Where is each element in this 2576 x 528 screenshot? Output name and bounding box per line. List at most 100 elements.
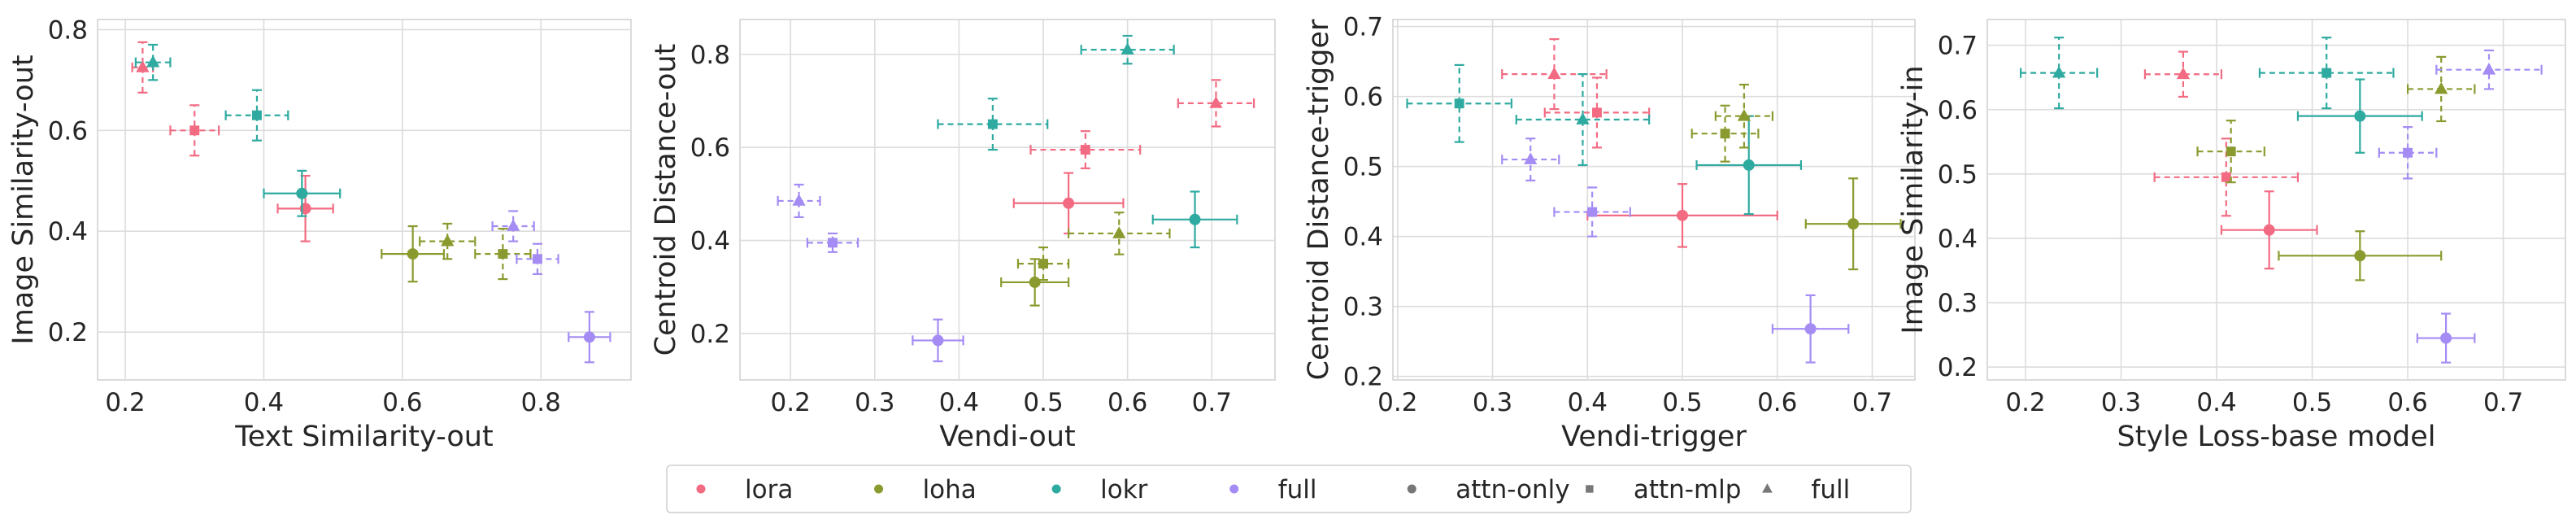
data-point-full-full <box>1501 137 1560 181</box>
data-point-loha-attn-mlp <box>2196 120 2265 184</box>
lora-full-marker <box>1547 67 1561 79</box>
legend: lora loha lokr full attn-only attn-mlp full <box>666 465 1912 513</box>
data-point-full-attn-only <box>2416 312 2476 364</box>
full-attn-mlp-marker <box>1587 207 1598 217</box>
data-point-loha-full <box>2406 55 2476 123</box>
subplot-4: 0.2 0.3 0.4 0.5 0.6 0.7 0.2 0.3 0.4 0.5 0.6 0.7 Styl… <box>1897 19 2566 453</box>
legend-label: full <box>1811 475 1850 504</box>
data-point-loha-full <box>419 222 476 260</box>
x-tick-label: 0.6 <box>2387 388 2427 417</box>
subplot-panels: 0.2 0.4 0.6 0.8 0.2 0.4 0.6 0.8 Text Similarity-… <box>7 13 2566 453</box>
full-attn-mlp-marker <box>2403 147 2413 158</box>
y-tick-label: 0.3 <box>1938 289 1978 318</box>
x-tick-label: 0.4 <box>1568 388 1608 417</box>
x-axis-label: Vendi-out <box>939 421 1075 453</box>
y-tick-label: 0.6 <box>1343 83 1383 112</box>
y-axis-label: Image Similarity-in <box>1897 65 1930 334</box>
y-tick-label: 0.8 <box>690 41 730 70</box>
data-point-full-attn-only <box>912 318 964 363</box>
legend-item-7: full <box>1762 475 1850 504</box>
data-point-lokr-attn-only <box>2296 78 2423 154</box>
x-axis-label: Vendi-trigger <box>1561 421 1747 453</box>
y-tick-label: 0.6 <box>690 133 730 163</box>
data-point-lokr-full <box>2020 37 2099 110</box>
legend-item-1: lora <box>696 475 793 504</box>
loha-attn-mlp-marker <box>2226 146 2236 157</box>
loha-full-marker <box>1112 226 1126 238</box>
data-point-full-attn-mlp <box>2378 126 2438 180</box>
data-point-lora-attn-mlp <box>169 104 220 157</box>
data-point-full-full <box>777 183 821 219</box>
data-point-lora-attn-mlp <box>2153 137 2300 217</box>
x-tick-label: 0.6 <box>382 388 422 417</box>
lokr-full-marker <box>1120 42 1134 55</box>
lora-attn-only-marker <box>2263 224 2275 236</box>
legend-label: attn-only <box>1456 475 1569 504</box>
legend-item-6: attn-mlp <box>1586 475 1741 504</box>
lora-attn-mlp-marker <box>2221 172 2231 182</box>
lokr-attn-only-marker <box>2354 110 2366 122</box>
full-attn-only-marker <box>2440 332 2452 344</box>
data-point-lokr-attn-only <box>1151 190 1238 249</box>
legend-label: lokr <box>1100 475 1148 504</box>
subplot-1: 0.2 0.4 0.6 0.8 0.2 0.4 0.6 0.8 Text Similarity-… <box>7 15 632 453</box>
plot-area <box>739 19 1276 381</box>
loha-attn-only-marker <box>2354 250 2366 262</box>
data-point-loha-attn-only <box>381 225 446 283</box>
lokr-attn-mlp-marker <box>1454 98 1464 109</box>
plot-area <box>1986 19 2566 381</box>
data-point-lora-attn-mlp <box>1543 76 1651 149</box>
data-point-lora-full <box>1501 37 1608 111</box>
data-point-full-attn-only <box>1771 294 1850 364</box>
y-tick-label: 0.2 <box>1938 353 1978 382</box>
data-point-full-attn-mlp <box>1553 186 1631 238</box>
y-tick-label: 0.4 <box>48 217 88 247</box>
loha-attn-only-marker <box>407 248 419 260</box>
data-point-loha-attn-mlp <box>1690 104 1760 163</box>
y-tick-label: 0.4 <box>1938 225 1978 254</box>
y-tick-label: 0.6 <box>1938 96 1978 125</box>
lokr-attn-only-marker <box>296 187 308 199</box>
x-tick-label: 0.7 <box>2483 388 2523 417</box>
loha-attn-only-marker <box>1029 276 1041 288</box>
x-tick-label: 0.5 <box>2292 388 2332 417</box>
x-axis-label: Style Loss-base model <box>2117 421 2436 453</box>
x-tick-label: 0.6 <box>1107 388 1147 417</box>
x-tick-label: 0.3 <box>1473 388 1512 417</box>
full-attn-only-marker <box>583 331 595 343</box>
y-tick-label: 0.3 <box>1343 293 1383 322</box>
legend-marker-lokr <box>1051 484 1061 494</box>
legend-marker-loha <box>874 484 884 494</box>
plot-area <box>97 19 632 381</box>
x-tick-label: 0.7 <box>1852 388 1892 417</box>
data-point-full-full <box>2435 49 2543 90</box>
legend-item-2: loha <box>874 475 977 504</box>
lokr-attn-mlp-marker <box>2321 68 2332 78</box>
data-point-full-attn-mlp <box>516 242 559 275</box>
data-point-lora-full <box>131 41 154 94</box>
x-tick-label: 0.5 <box>1023 388 1063 417</box>
lora-full-marker <box>1209 96 1223 108</box>
x-tick-label: 0.8 <box>521 388 561 417</box>
data-point-lora-full <box>2143 50 2223 98</box>
y-axis-label: Image Similarity-out <box>7 55 40 344</box>
x-tick-label: 0.3 <box>855 388 894 417</box>
loha-attn-only-marker <box>1847 218 1860 230</box>
y-tick-label: 0.8 <box>48 15 88 45</box>
y-tick-label: 0.2 <box>690 320 730 349</box>
legend-label: attn-mlp <box>1634 475 1742 504</box>
x-tick-label: 0.3 <box>2101 388 2141 417</box>
full-full-marker <box>792 194 806 206</box>
lora-full-marker <box>136 60 150 72</box>
legend-marker-full <box>1229 484 1239 494</box>
data-point-loha-full <box>1714 83 1774 149</box>
lora-attn-mlp-marker <box>189 125 200 136</box>
x-tick-label: 0.4 <box>244 388 284 417</box>
x-tick-label: 0.5 <box>1662 388 1702 417</box>
x-tick-label: 0.2 <box>1377 388 1417 417</box>
lora-full-marker <box>2176 67 2191 80</box>
loha-attn-mlp-marker <box>498 249 508 260</box>
lokr-attn-only-marker <box>1743 159 1755 171</box>
data-point-lokr-full <box>1080 34 1175 65</box>
